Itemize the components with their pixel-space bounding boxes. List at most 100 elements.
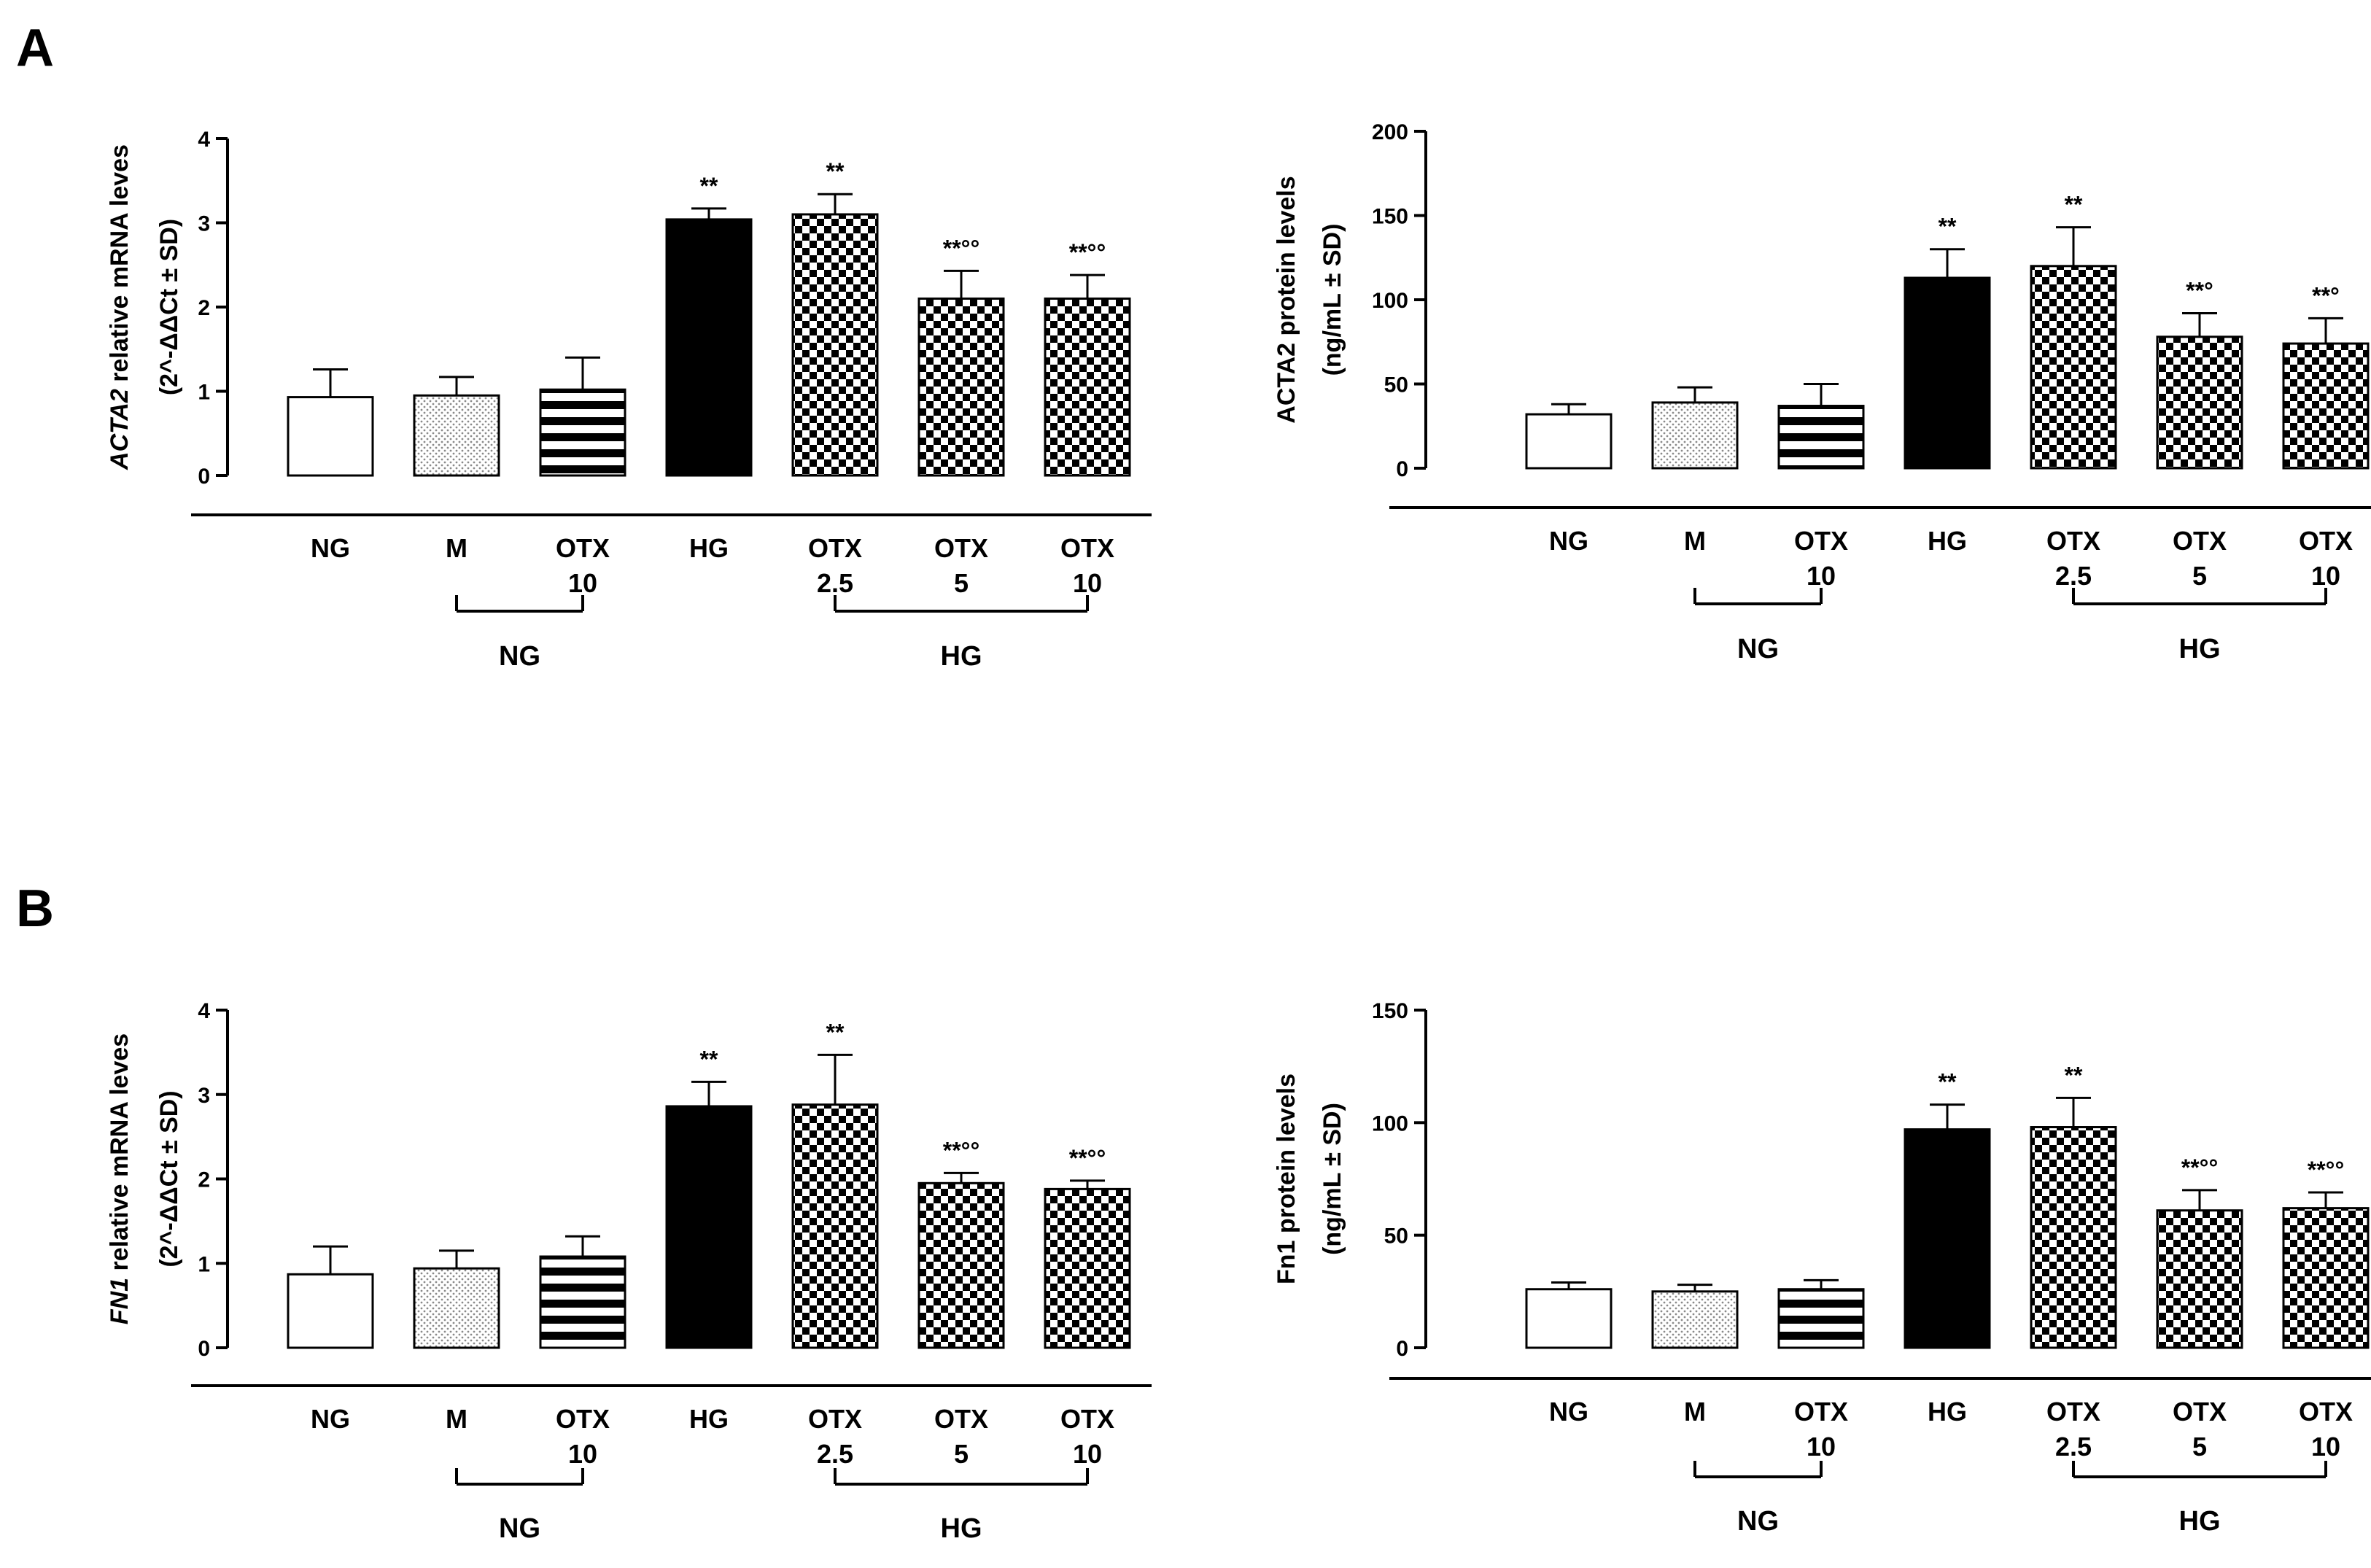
bar bbox=[2156, 1209, 2243, 1349]
y-tick-label: 100 bbox=[1372, 289, 1408, 313]
y-tick-label: 100 bbox=[1372, 1111, 1408, 1136]
bar bbox=[2282, 1207, 2370, 1349]
category-label: OTX bbox=[556, 1404, 610, 1434]
y-axis-label-text: relative mRNA leves bbox=[106, 1033, 133, 1278]
category-label: OTX bbox=[934, 533, 988, 563]
category-label: NG bbox=[1549, 526, 1588, 556]
category-label: OTX bbox=[2299, 1397, 2353, 1427]
y-tick-label: 0 bbox=[198, 465, 210, 489]
category-label: OTX bbox=[2173, 1397, 2227, 1427]
panel-label-b: B bbox=[16, 880, 54, 938]
bar bbox=[665, 1105, 753, 1349]
group-label: HG bbox=[2179, 1506, 2221, 1537]
y-tick-label: 1 bbox=[198, 1252, 210, 1276]
category-sublabel: 2.5 bbox=[2055, 1432, 2092, 1462]
category-label: M bbox=[1684, 526, 1706, 556]
group-label: NG bbox=[499, 641, 540, 672]
category-sublabel: 10 bbox=[1807, 1432, 1836, 1462]
group-label: HG bbox=[941, 641, 982, 672]
category-label: HG bbox=[1928, 526, 1967, 556]
y-tick-label: 3 bbox=[198, 1084, 210, 1108]
category-label: OTX bbox=[1060, 1404, 1114, 1434]
y-tick-label: 4 bbox=[198, 128, 210, 152]
category-label: OTX bbox=[1794, 526, 1848, 556]
y-axis-label-text: Fn1 protein levels bbox=[1273, 1074, 1300, 1284]
y-axis-label-units: (ng/mL ± SD) bbox=[1319, 1103, 1346, 1255]
group-label: NG bbox=[499, 1513, 540, 1544]
y-axis-label: ACTA2 protein levels bbox=[1273, 176, 1300, 423]
bar bbox=[917, 1181, 1005, 1349]
significance-label: **°° bbox=[1069, 239, 1106, 265]
bar bbox=[2282, 342, 2370, 470]
bar bbox=[791, 1103, 879, 1349]
significance-label: **°° bbox=[1069, 1145, 1106, 1171]
bar bbox=[1777, 1288, 1865, 1349]
bar bbox=[287, 1273, 374, 1349]
significance-label: ** bbox=[826, 158, 845, 185]
category-sublabel: 10 bbox=[2311, 561, 2340, 591]
group-bracket bbox=[2072, 588, 2327, 605]
bar bbox=[791, 213, 879, 477]
significance-label: ** bbox=[700, 173, 718, 199]
panel-label-a: A bbox=[16, 19, 54, 77]
category-sublabel: 10 bbox=[1073, 568, 1102, 598]
category-sublabel: 5 bbox=[954, 1439, 969, 1469]
significance-label: **° bbox=[2312, 282, 2340, 308]
significance-label: ** bbox=[2065, 192, 2083, 218]
significance-label: **° bbox=[2186, 277, 2213, 303]
category-label: OTX bbox=[808, 533, 862, 563]
category-sublabel: 10 bbox=[2311, 1432, 2340, 1462]
y-axis-label-text: relative mRNA leves bbox=[106, 144, 133, 389]
group-label: HG bbox=[941, 1513, 982, 1544]
chart-fn1-mrna: 0 1 2 3 4 FN1 relative mRNA leves (2^-ΔΔCt ± S… bbox=[106, 999, 1152, 1544]
y-tick-label: 2 bbox=[198, 296, 210, 320]
category-label: M bbox=[446, 1404, 467, 1434]
y-axis-label-gene: ACTA2 bbox=[106, 389, 133, 470]
category-label: NG bbox=[311, 533, 350, 563]
bar bbox=[539, 1255, 626, 1349]
significance-label: ** bbox=[1939, 1069, 1957, 1095]
group-label: NG bbox=[1737, 1506, 1779, 1537]
bar bbox=[287, 396, 374, 477]
category-label: HG bbox=[689, 1404, 729, 1434]
group-bracket bbox=[2072, 1461, 2327, 1478]
y-tick-label: 1 bbox=[198, 381, 210, 405]
y-tick-label: 3 bbox=[198, 212, 210, 236]
category-sublabel: 2.5 bbox=[2055, 561, 2092, 591]
y-axis-label-text: ACTA2 protein levels bbox=[1273, 176, 1300, 423]
y-tick-label: 0 bbox=[198, 1337, 210, 1361]
y-axis-label-units: (ng/mL ± SD) bbox=[1319, 224, 1346, 376]
category-label: OTX bbox=[808, 1404, 862, 1434]
bar bbox=[665, 218, 753, 477]
category-label: OTX bbox=[2299, 526, 2353, 556]
category-sublabel: 2.5 bbox=[817, 568, 853, 598]
significance-label: **°° bbox=[943, 235, 980, 261]
category-label: NG bbox=[311, 1404, 350, 1434]
category-label: OTX bbox=[2046, 1397, 2100, 1427]
bar bbox=[1904, 1128, 1991, 1349]
significance-label: **°° bbox=[943, 1137, 980, 1163]
bar bbox=[1651, 401, 1739, 470]
category-sublabel: 2.5 bbox=[817, 1439, 853, 1469]
category-label: OTX bbox=[1060, 533, 1114, 563]
group-bracket bbox=[455, 1468, 584, 1486]
category-label: OTX bbox=[934, 1404, 988, 1434]
significance-label: **°° bbox=[2181, 1154, 2219, 1181]
y-axis-label: Fn1 protein levels bbox=[1273, 1074, 1300, 1284]
chart-fn1-protein: 0 50 100 150 Fn1 protein levels (ng/mL ± SD) *… bbox=[1273, 999, 2371, 1537]
bar bbox=[413, 1267, 500, 1349]
y-axis-label-units: (2^-ΔΔCt ± SD) bbox=[155, 219, 183, 395]
chart-acta2-protein: 0 50 100 150 200 ACTA2 protein levels (ng/mL ±… bbox=[1273, 120, 2371, 664]
bar bbox=[917, 297, 1005, 477]
category-label: M bbox=[1684, 1397, 1706, 1427]
bar bbox=[1777, 405, 1865, 470]
y-tick-label: 150 bbox=[1372, 999, 1408, 1023]
category-sublabel: 10 bbox=[1807, 561, 1836, 591]
y-axis-label-units: (2^-ΔΔCt ± SD) bbox=[155, 1090, 183, 1267]
category-label: OTX bbox=[556, 533, 610, 563]
significance-label: **°° bbox=[2308, 1157, 2345, 1183]
group-bracket bbox=[834, 595, 1089, 613]
group-bracket bbox=[1693, 1461, 1823, 1478]
y-axis-label-gene: FN1 bbox=[106, 1278, 133, 1324]
group-bracket bbox=[455, 595, 584, 613]
